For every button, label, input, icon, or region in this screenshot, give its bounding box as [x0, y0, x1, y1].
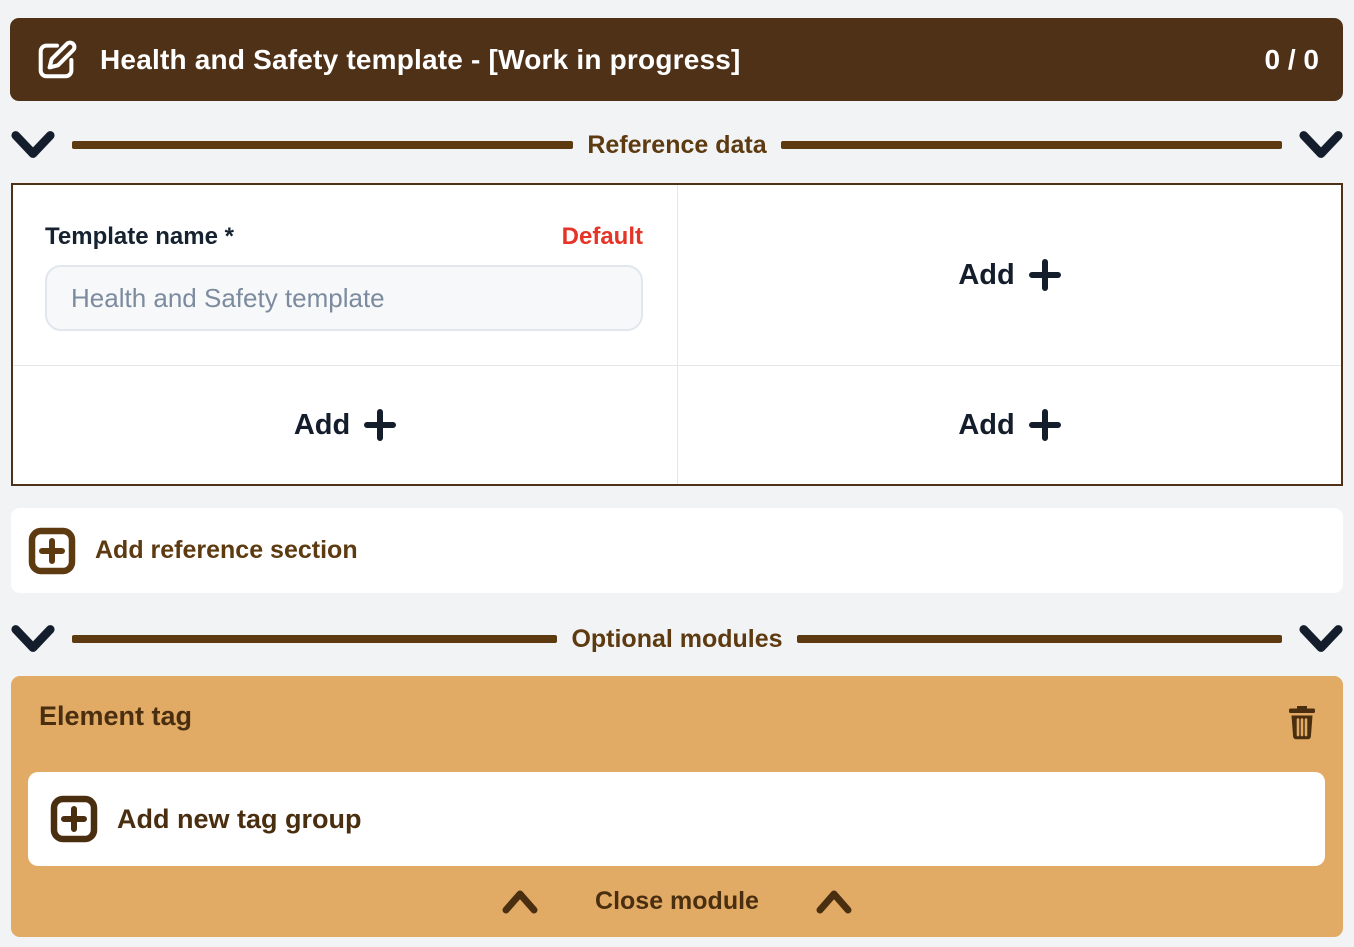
add-new-tag-group-button[interactable]: Add new tag group	[28, 772, 1325, 866]
close-module-button[interactable]: Close module	[11, 866, 1343, 937]
template-name-field-header: Template name * Default	[45, 223, 643, 251]
plus-square-icon	[28, 527, 76, 574]
module-title: Element tag	[39, 701, 193, 731]
divider-line	[780, 141, 1282, 149]
collapse-chevron-down-icon[interactable]	[10, 623, 56, 655]
edit-pencil-icon[interactable]	[34, 37, 80, 83]
collapse-chevron-down-icon[interactable]	[1298, 623, 1344, 655]
element-tag-module: Element tag Add new tag group Close modu…	[11, 676, 1343, 937]
add-label: Add	[958, 408, 1015, 441]
divider-label: Optional modules	[571, 624, 783, 653]
chevron-up-icon	[816, 890, 852, 913]
divider-label: Reference data	[587, 130, 767, 159]
add-label: Add	[293, 408, 351, 441]
plus-icon	[1028, 259, 1061, 291]
trash-icon[interactable]	[1287, 703, 1317, 740]
plus-icon	[364, 409, 397, 441]
progress-counter: 0 / 0	[1264, 43, 1319, 75]
template-name-input[interactable]	[45, 265, 643, 331]
default-badge: Default	[561, 223, 643, 250]
reference-data-grid: Template name * Default Add Add Add	[11, 183, 1343, 486]
collapse-chevron-down-icon[interactable]	[10, 129, 56, 161]
add-reference-field-button[interactable]: Add	[678, 185, 1341, 366]
element-tag-module-header: Element tag	[11, 676, 1343, 758]
chevron-up-icon	[502, 890, 538, 913]
optional-modules-divider: Optional modules	[10, 622, 1344, 656]
divider-line	[72, 141, 574, 149]
add-reference-section-button[interactable]: Add reference section	[11, 508, 1343, 593]
reference-data-divider: Reference data	[10, 128, 1344, 162]
collapse-chevron-down-icon[interactable]	[1298, 129, 1344, 161]
template-name-cell: Template name * Default	[13, 185, 678, 366]
page-title: Health and Safety template - [Work in pr…	[100, 43, 741, 75]
plus-icon	[1028, 409, 1061, 441]
plus-square-icon	[50, 795, 98, 843]
divider-line	[72, 635, 558, 643]
add-label: Add	[958, 258, 1015, 291]
add-new-tag-group-label: Add new tag group	[117, 803, 362, 834]
divider-line	[796, 635, 1282, 643]
add-reference-field-button[interactable]: Add	[678, 366, 1341, 484]
template-name-label: Template name *	[45, 223, 234, 250]
add-reference-field-button[interactable]: Add	[13, 366, 678, 484]
template-header-bar: Health and Safety template - [Work in pr…	[10, 18, 1343, 101]
add-reference-section-label: Add reference section	[95, 536, 358, 564]
close-module-label: Close module	[595, 887, 759, 915]
